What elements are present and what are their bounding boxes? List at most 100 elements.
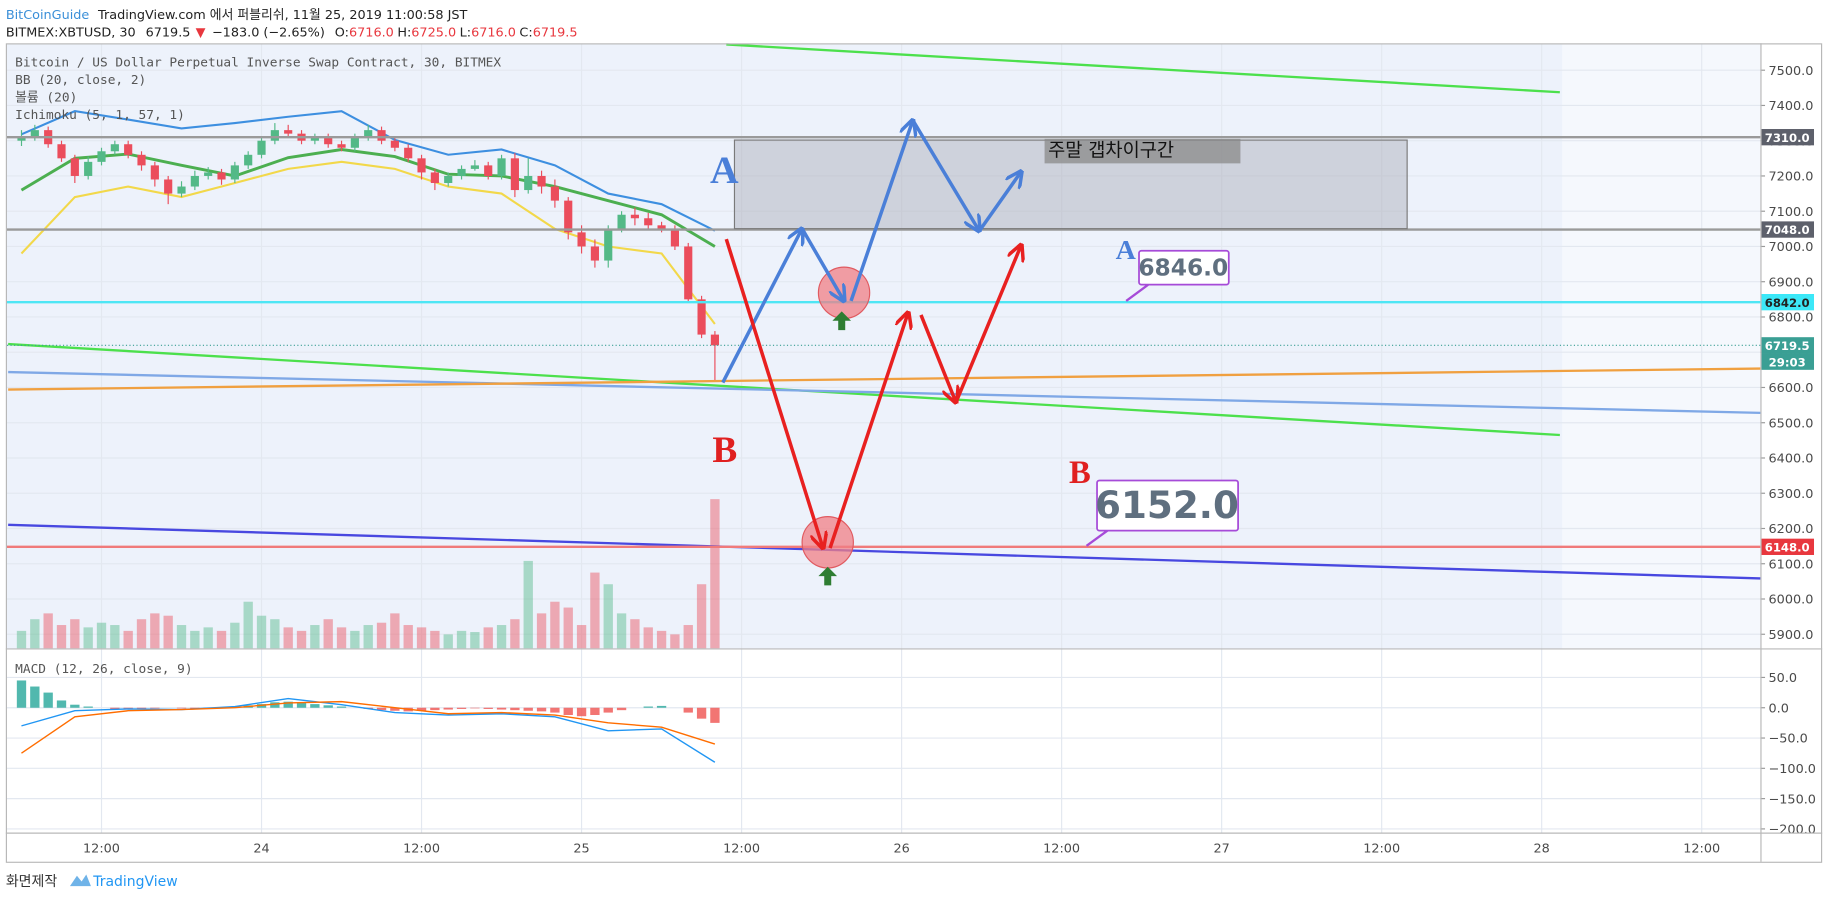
candle-body <box>404 147 413 159</box>
candle-body <box>657 225 666 229</box>
projection-area <box>6 44 1563 649</box>
candle-body <box>390 140 399 148</box>
volume-bar <box>550 601 560 649</box>
arrow <box>954 245 1021 404</box>
candle-body <box>310 137 319 141</box>
price-tag <box>1761 221 1815 238</box>
candle-body <box>204 172 213 176</box>
price-tag-label: 6719.5 <box>1765 339 1810 353</box>
macd-bar <box>56 700 67 708</box>
macd-bar <box>456 707 467 709</box>
candle-body <box>30 130 39 138</box>
arrow <box>977 172 1021 233</box>
ohlc-value: 6716.0 <box>349 25 394 40</box>
callout-pointer <box>1085 529 1109 547</box>
price-tag <box>1761 337 1815 354</box>
macd-bar <box>550 707 560 713</box>
macd-bar <box>376 707 387 711</box>
y-tick-label: 6400.0 <box>1769 452 1814 467</box>
macd-bar <box>270 702 280 708</box>
macd-bar <box>523 707 533 711</box>
y-tick-label: 50.0 <box>1769 671 1798 686</box>
scenario-label: B <box>1069 455 1091 491</box>
volume-bar <box>403 625 413 649</box>
macd-bar <box>16 680 27 708</box>
volume-bar <box>296 630 307 649</box>
macd-bar <box>336 706 347 708</box>
volume-bar <box>590 572 600 649</box>
volume-bar <box>190 630 200 649</box>
macd-bar <box>563 707 573 716</box>
y-tick-label: 7100.0 <box>1769 205 1814 220</box>
quote: BITMEX:XBTUSD, 30 6719.5 ▼ −183.0 (−2.65… <box>6 25 578 40</box>
frame-border <box>5 43 1823 863</box>
macd-bar <box>416 707 427 711</box>
volume-bar <box>656 630 667 649</box>
candle-body <box>270 130 279 141</box>
legend: Bitcoin / US Dollar Perpetual Inverse Sw… <box>15 56 501 677</box>
symbol: BITMEX:XBTUSD, 30 <box>6 25 136 40</box>
macd-bar <box>136 707 147 709</box>
candle-body <box>110 144 119 152</box>
price-tag-label: 7048.0 <box>1765 223 1810 237</box>
candle-body <box>684 246 693 300</box>
buy-arrow <box>818 566 838 586</box>
axes: 12:00 24 12:00 25 12:00 26 12:00 27 12:00 28 12:00… <box>83 64 1816 857</box>
ohlc-value: 6719.5 <box>533 25 578 40</box>
countdown-tag <box>1761 353 1815 370</box>
y-tick-label: 6600.0 <box>1769 381 1814 396</box>
gap-label: 주말 갭차이구간 <box>1048 140 1174 161</box>
volume-bar <box>416 627 427 649</box>
candle-body <box>484 165 493 176</box>
candle-body <box>710 334 719 346</box>
volume-bar <box>710 499 720 649</box>
footer-credit: 화면제작 <box>6 874 58 890</box>
candle-body <box>230 165 239 180</box>
x-tick-label: 28 <box>1534 841 1550 856</box>
y-tick-label: 7200.0 <box>1769 170 1814 185</box>
trend-line <box>8 370 1761 415</box>
volume-bar <box>456 630 467 649</box>
macd-bar <box>443 707 453 710</box>
macd-bar <box>150 707 160 709</box>
scenario-label: A <box>710 148 739 192</box>
scenario-label: B <box>712 430 737 471</box>
volume-bar <box>16 630 27 649</box>
y-tick-label: 6200.0 <box>1769 522 1814 537</box>
candle-body <box>284 130 293 134</box>
candle-body <box>124 144 133 155</box>
x-tick-label: 12:00 <box>1363 841 1400 856</box>
band-line <box>20 148 716 248</box>
buy-arrow <box>832 311 852 331</box>
macd-bar <box>710 707 720 723</box>
callout-text: 6846.0 <box>1138 254 1228 281</box>
candle-body <box>177 186 186 194</box>
macd-bar <box>43 692 53 708</box>
price-tag-label: 6148.0 <box>1765 540 1810 554</box>
candle-body <box>670 228 679 247</box>
volume-bar <box>430 630 440 649</box>
candle-body <box>577 232 586 247</box>
volume-bar <box>230 622 240 649</box>
volume-bar <box>323 619 333 649</box>
target-circle <box>817 266 871 320</box>
volume-bar <box>496 625 507 649</box>
volume-bar <box>350 630 360 649</box>
candle-body <box>164 179 173 194</box>
candle-body <box>364 130 373 138</box>
volume-bar <box>616 613 627 649</box>
countdown: 29:03 <box>1769 355 1806 369</box>
arrow <box>828 313 908 549</box>
candle-body <box>550 186 559 201</box>
gap-label-box <box>1044 138 1241 164</box>
price-tag <box>1761 294 1815 311</box>
y-tick-label: 0.0 <box>1769 701 1789 716</box>
macd-bar <box>616 707 627 711</box>
callout-box <box>1138 249 1230 286</box>
candle-body <box>244 154 253 166</box>
macd-bar <box>390 707 400 711</box>
price-tag <box>1761 129 1815 146</box>
volume-bar <box>136 619 147 649</box>
target-circle <box>801 516 854 569</box>
